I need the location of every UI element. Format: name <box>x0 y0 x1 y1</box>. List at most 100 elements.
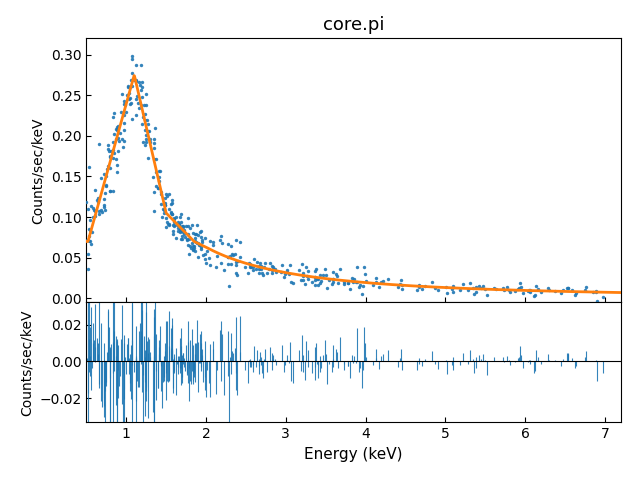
Point <box>119 111 129 119</box>
Point <box>310 281 320 289</box>
Point <box>276 268 287 276</box>
Point <box>112 123 122 131</box>
Point <box>194 241 204 249</box>
Point <box>141 101 152 109</box>
Point <box>156 191 166 198</box>
Point <box>225 252 236 260</box>
Point <box>104 147 114 155</box>
Point <box>117 90 127 97</box>
Point <box>86 228 97 235</box>
Point <box>131 77 141 84</box>
Point <box>163 220 173 228</box>
Point <box>303 267 314 275</box>
Point <box>256 265 266 273</box>
Point <box>356 290 367 298</box>
Point <box>177 235 188 242</box>
Point <box>556 289 566 297</box>
Point <box>430 284 440 292</box>
Point <box>101 181 111 189</box>
Point <box>144 127 154 134</box>
Point <box>136 61 147 69</box>
Point <box>94 208 104 216</box>
Point <box>358 282 369 290</box>
Point <box>245 263 255 271</box>
Point <box>591 288 601 295</box>
Point <box>311 265 321 273</box>
Point <box>253 265 264 273</box>
Point <box>120 108 131 116</box>
Point <box>188 246 198 253</box>
Point <box>335 265 346 273</box>
Point <box>253 262 264 270</box>
Point <box>351 278 361 286</box>
Point <box>231 258 241 265</box>
Point <box>166 200 177 208</box>
Point <box>183 214 193 222</box>
Point <box>112 126 122 134</box>
Point <box>202 247 212 255</box>
Point <box>504 286 515 293</box>
Point <box>131 61 141 69</box>
Point <box>499 286 509 294</box>
Point <box>161 215 172 222</box>
Point <box>563 284 573 292</box>
Point <box>124 96 134 103</box>
Point <box>233 257 243 264</box>
Point <box>99 206 109 214</box>
Point <box>193 231 203 239</box>
Point <box>116 135 127 143</box>
Point <box>397 285 407 293</box>
Point <box>94 140 104 148</box>
Point <box>195 245 205 252</box>
Point <box>252 265 262 273</box>
Point <box>278 273 289 281</box>
Point <box>581 283 591 291</box>
Point <box>190 230 200 238</box>
Point <box>109 149 119 157</box>
Point <box>468 284 478 291</box>
Point <box>184 250 194 257</box>
Point <box>301 263 311 271</box>
Point <box>267 262 277 270</box>
Point <box>255 259 265 267</box>
Point <box>154 173 164 181</box>
Point <box>248 263 259 271</box>
Point <box>355 281 365 289</box>
Point <box>112 168 122 176</box>
Point <box>223 253 233 261</box>
Point <box>343 279 353 287</box>
Point <box>280 270 290 278</box>
Point <box>550 287 560 295</box>
Point <box>141 138 151 145</box>
Point <box>86 240 96 248</box>
Point <box>167 210 177 218</box>
Point <box>515 279 525 287</box>
Point <box>149 156 159 163</box>
Point <box>177 223 187 230</box>
Point <box>525 286 535 294</box>
Point <box>524 286 534 294</box>
Point <box>196 227 206 235</box>
Point <box>193 240 204 247</box>
Y-axis label: Counts/sec/keV: Counts/sec/keV <box>31 117 45 224</box>
Point <box>119 100 129 108</box>
Point <box>223 240 233 248</box>
Point <box>111 155 122 162</box>
Point <box>125 76 136 84</box>
Point <box>207 241 218 249</box>
Point <box>100 189 110 197</box>
Point <box>187 240 197 247</box>
Point <box>369 281 379 288</box>
Point <box>268 265 278 273</box>
Point <box>316 277 326 285</box>
Point <box>258 271 268 279</box>
Point <box>323 276 333 284</box>
Point <box>598 293 608 301</box>
Point <box>160 201 170 209</box>
Point <box>136 102 146 109</box>
Point <box>259 263 269 271</box>
Point <box>262 269 272 277</box>
Point <box>123 83 133 91</box>
Point <box>313 275 323 283</box>
Point <box>171 213 181 221</box>
